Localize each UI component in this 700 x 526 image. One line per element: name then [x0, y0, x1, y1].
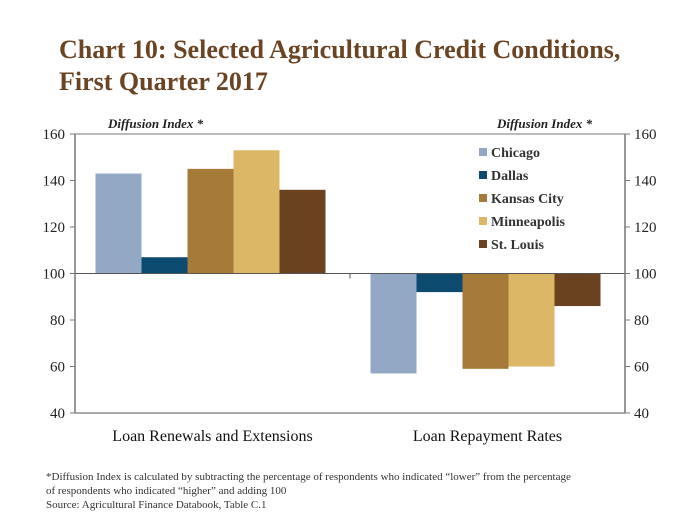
bar-kansas-city-repayment: [462, 273, 509, 369]
legend-swatch: [479, 171, 487, 179]
right-tick-label: 120: [634, 220, 657, 236]
category-label: Loan Renewals and Extensions: [112, 428, 312, 445]
right-tick-label: 100: [634, 267, 657, 283]
category-label: Loan Repayment Rates: [413, 428, 562, 445]
legend-swatch: [479, 194, 487, 202]
left-axis-title: Diffusion Index *: [108, 116, 204, 131]
bar-dallas-renewals: [141, 257, 188, 274]
legend-swatch: [479, 148, 487, 156]
legend-label: Kansas City: [491, 192, 564, 207]
legend-swatch: [479, 217, 487, 225]
footnote: *Diffusion Index is calculated by subtra…: [46, 470, 666, 512]
bar-chicago-repayment: [370, 273, 417, 374]
right-tick-label: 160: [634, 127, 657, 143]
footnote-line-1: *Diffusion Index is calculated by subtra…: [46, 471, 571, 483]
bar-minneapolis-renewals: [233, 150, 280, 274]
bar-minneapolis-repayment: [508, 273, 555, 367]
left-tick-label: 160: [43, 127, 66, 143]
right-tick-label: 140: [634, 174, 657, 190]
right-tick-label: 40: [634, 406, 649, 422]
left-tick-label: 60: [50, 360, 65, 376]
chart-title-line-1: Chart 10: Selected Agricultural Credit C…: [59, 35, 621, 64]
right-axis-title: Diffusion Index *: [497, 116, 593, 131]
legend-label: Chicago: [491, 146, 540, 161]
left-tick-label: 100: [43, 267, 66, 283]
right-tick-label: 80: [634, 313, 649, 329]
source-note: Source: Agricultural Finance Databook, T…: [46, 499, 267, 511]
footnote-line-2: of respondents who indicated “higher” an…: [46, 485, 287, 497]
legend-label: Minneapolis: [491, 215, 565, 230]
bar-kansas-city-renewals: [187, 168, 234, 274]
legend-swatch: [479, 240, 487, 248]
left-tick-label: 140: [43, 174, 66, 190]
left-tick-label: 40: [50, 406, 65, 422]
chart-title: Chart 10: Selected Agricultural Credit C…: [59, 34, 620, 98]
right-tick-label: 60: [634, 360, 649, 376]
bar-dallas-repayment: [416, 273, 463, 293]
bar-chicago-renewals: [95, 173, 142, 274]
legend-label: St. Louis: [491, 238, 544, 253]
legend-label: Dallas: [491, 169, 529, 184]
chart-title-line-2: First Quarter 2017: [59, 67, 268, 96]
bar-st-louis-repayment: [554, 273, 601, 307]
left-tick-label: 80: [50, 313, 65, 329]
left-tick-label: 120: [43, 220, 66, 236]
bar-st-louis-renewals: [279, 189, 326, 274]
